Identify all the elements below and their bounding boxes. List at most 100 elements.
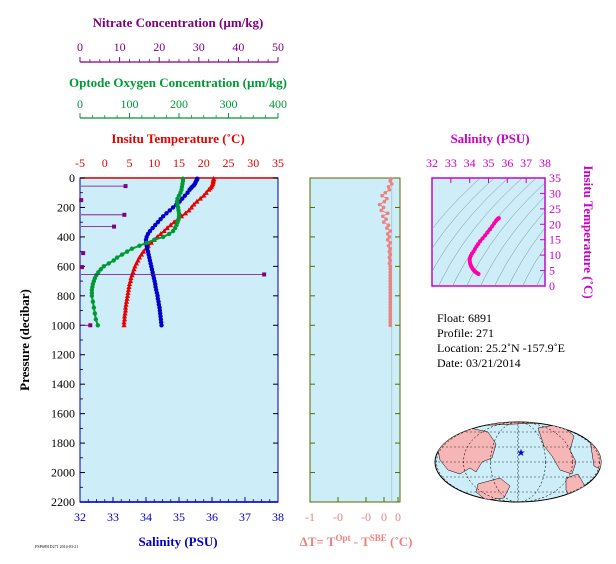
temperature-axis-tick-label: 5: [127, 156, 133, 170]
pressure-tick-label: 0: [69, 171, 75, 185]
oxygen-point: [119, 252, 125, 257]
delta-t-point: [387, 255, 392, 260]
ts-salinity-tick-label: 36: [501, 156, 513, 170]
temperature-point: [125, 287, 132, 292]
oxygen-axis-tick-label: 200: [170, 97, 188, 111]
ts-point: [488, 227, 493, 232]
ts-point: [476, 271, 481, 276]
ts-temperature-axis-title: Insitu Temperature (˚C): [581, 165, 596, 298]
delta-t-point: [388, 299, 392, 304]
pressure-tick-label: 2200: [51, 495, 75, 509]
ts-density-contour: [432, 178, 495, 249]
nitrate-point: [81, 251, 86, 256]
salinity-point: [160, 214, 166, 219]
temperature-point: [188, 204, 194, 210]
float-info: Float: 6891 Profile: 271 Location: 25.2˚…: [437, 311, 565, 370]
delta-t-point: [388, 267, 392, 272]
nitrate-point: [79, 198, 84, 203]
salinity-point: [170, 205, 176, 210]
delta-t-point: [388, 279, 392, 283]
salinity-point: [155, 219, 161, 225]
temperature-point: [126, 281, 133, 287]
delta-t-point: [388, 311, 392, 316]
delta-t-point: [383, 190, 388, 195]
location-map: ★: [434, 421, 602, 503]
temperature-axis-tick-label: 20: [198, 156, 210, 170]
oxygen-point: [114, 255, 120, 260]
pressure-tick-label: 1600: [51, 407, 75, 421]
temperature-point: [197, 195, 203, 201]
ts-salinity-tick-label: 34: [464, 156, 476, 170]
delta-t-tick-label: -0: [361, 510, 371, 524]
temperature-point: [186, 207, 192, 213]
ts-salinity-tick-label: 33: [445, 156, 457, 170]
delta-t-point: [388, 179, 392, 183]
temperature-point: [164, 225, 170, 231]
float-id: Float: 6891: [437, 311, 492, 325]
location: Location: 25.2˚N -157.9˚E: [437, 341, 565, 355]
delta-t-point: [388, 291, 392, 295]
temperature-axis-tick-label: 10: [148, 156, 160, 170]
delta-t-point: [385, 238, 390, 242]
temperature-point: [171, 219, 177, 225]
delta-t-point: [388, 296, 392, 301]
footer-stamp: FSP6891D271 2014-03-21: [35, 544, 78, 549]
oxygen-point: [144, 240, 150, 245]
delta-t-point: [381, 214, 385, 219]
main-profile-panel: 0 200 400 600 800 1000 1200 1400 1600 1800 2000 220…: [51, 171, 279, 509]
main-panel-background: [79, 177, 279, 503]
temperature-point: [124, 295, 130, 301]
oxygen-point: [93, 317, 99, 322]
delta-t-point: [386, 243, 391, 248]
float-location-marker: ★: [517, 448, 526, 459]
oxygen-point: [106, 261, 111, 266]
delta-t-point: [390, 182, 394, 186]
delta-t-point: [387, 187, 392, 192]
temperature-point: [140, 248, 146, 254]
oxygen-point: [137, 243, 142, 248]
oxygen-point: [95, 323, 101, 328]
profile-number: Profile: 271: [437, 326, 494, 340]
pressure-tick-label: 1000: [51, 318, 75, 332]
pressure-axis-title: Pressure (decibar): [17, 289, 32, 391]
ts-density-contour: [522, 246, 545, 286]
nitrate-axis-tick-label: 30: [193, 40, 205, 54]
delta-t-point: [388, 308, 392, 313]
temperature-point: [161, 228, 167, 234]
temperature-point: [203, 189, 209, 195]
nitrate-axis-title: Nitrate Concentration (µm/kg): [93, 15, 264, 30]
pressure-tick-label: 800: [57, 289, 75, 303]
delta-t-point: [388, 320, 392, 325]
oxygen-point: [160, 234, 166, 240]
nitrate-point: [88, 323, 93, 328]
delta-t-tick-label: 0: [395, 510, 401, 524]
ts-point: [490, 224, 495, 229]
delta-t-point: [388, 282, 392, 286]
oxygen-point: [92, 311, 98, 316]
nitrate-axis-tick-label: 40: [232, 40, 244, 54]
ts-density-contour: [480, 195, 545, 286]
temperature-point: [138, 251, 144, 257]
delta-t-point: [388, 246, 392, 251]
temperature-axis-tick-label: 30: [247, 156, 259, 170]
salinity-axis-tick-label: 33: [107, 510, 119, 524]
temperature-axis-tick-label: 35: [272, 156, 284, 170]
salinity-point: [164, 211, 169, 216]
ts-temperature-tick-label: 10: [549, 248, 561, 262]
temperature-axis-tick-label: 0: [102, 156, 108, 170]
nitrate-axis-tick-label: 10: [114, 40, 126, 54]
oxygen-point: [124, 249, 130, 254]
oxygen-point: [170, 228, 176, 234]
delta-t-point: [382, 199, 387, 204]
delta-t-point: [385, 211, 390, 216]
oxygen-point: [101, 264, 106, 269]
delta-t-point: [381, 220, 386, 224]
ts-temperature-tick-label: 5: [549, 264, 555, 278]
delta-t-axis-title: ΔT= TOpt - TSBE (˚C): [300, 533, 413, 549]
delta-t-point: [386, 223, 391, 227]
ts-temperature-tick-label: 30: [549, 186, 561, 200]
oxygen-axis-title: Optode Oxygen Concentration (µm/kg): [69, 75, 287, 90]
ts-salinity-tick-label: 35: [483, 156, 495, 170]
